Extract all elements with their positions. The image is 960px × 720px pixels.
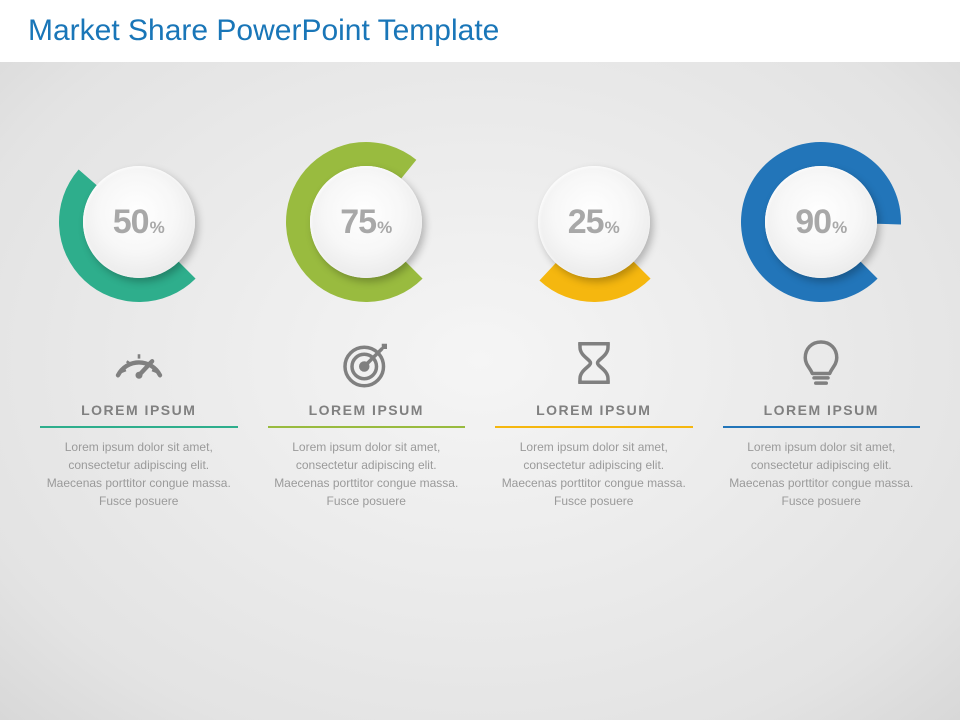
item-heading: LOREM IPSUM: [723, 402, 921, 426]
percent-value: 25: [568, 203, 604, 242]
percent-value: 75: [340, 203, 376, 242]
donut-center-disc: 90 %: [765, 166, 877, 278]
target-icon: [338, 334, 394, 392]
heading-underline: [268, 426, 466, 428]
gauge-icon: [111, 334, 167, 392]
metric-item-1: 50 % LOREM IPSUM Lorem ipsum dolor sit a…: [40, 132, 238, 510]
donut-gauge-4: 90 %: [731, 132, 911, 312]
donut-gauge-3: 25 %: [504, 132, 684, 312]
donut-center-disc: 50 %: [83, 166, 195, 278]
item-heading: LOREM IPSUM: [268, 402, 466, 426]
percent-value: 50: [113, 203, 149, 242]
page-title: Market Share PowerPoint Template: [28, 14, 932, 48]
percent-value: 90: [795, 203, 831, 242]
heading-underline: [495, 426, 693, 428]
infographic-row: 50 % LOREM IPSUM Lorem ipsum dolor sit a…: [0, 62, 960, 510]
percent-symbol: %: [150, 218, 165, 238]
item-body: Lorem ipsum dolor sit amet, consectetur …: [723, 438, 921, 510]
donut-gauge-1: 50 %: [49, 132, 229, 312]
title-bar: Market Share PowerPoint Template: [0, 0, 960, 62]
item-heading: LOREM IPSUM: [495, 402, 693, 426]
metric-item-4: 90 % LOREM IPSUM Lorem ipsum dolor sit a…: [723, 132, 921, 510]
metric-item-3: 25 % LOREM IPSUM Lorem ipsum dolor sit a…: [495, 132, 693, 510]
item-body: Lorem ipsum dolor sit amet, consectetur …: [268, 438, 466, 510]
donut-center-disc: 25 %: [538, 166, 650, 278]
donut-gauge-2: 75 %: [276, 132, 456, 312]
heading-underline: [723, 426, 921, 428]
heading-underline: [40, 426, 238, 428]
percent-symbol: %: [605, 218, 620, 238]
percent-symbol: %: [377, 218, 392, 238]
item-body: Lorem ipsum dolor sit amet, consectetur …: [495, 438, 693, 510]
metric-item-2: 75 % LOREM IPSUM Lorem ipsum dolor sit a…: [268, 132, 466, 510]
bulb-icon: [793, 334, 849, 392]
percent-symbol: %: [832, 218, 847, 238]
item-heading: LOREM IPSUM: [40, 402, 238, 426]
donut-center-disc: 75 %: [310, 166, 422, 278]
hourglass-icon: [566, 334, 622, 392]
item-body: Lorem ipsum dolor sit amet, consectetur …: [40, 438, 238, 510]
